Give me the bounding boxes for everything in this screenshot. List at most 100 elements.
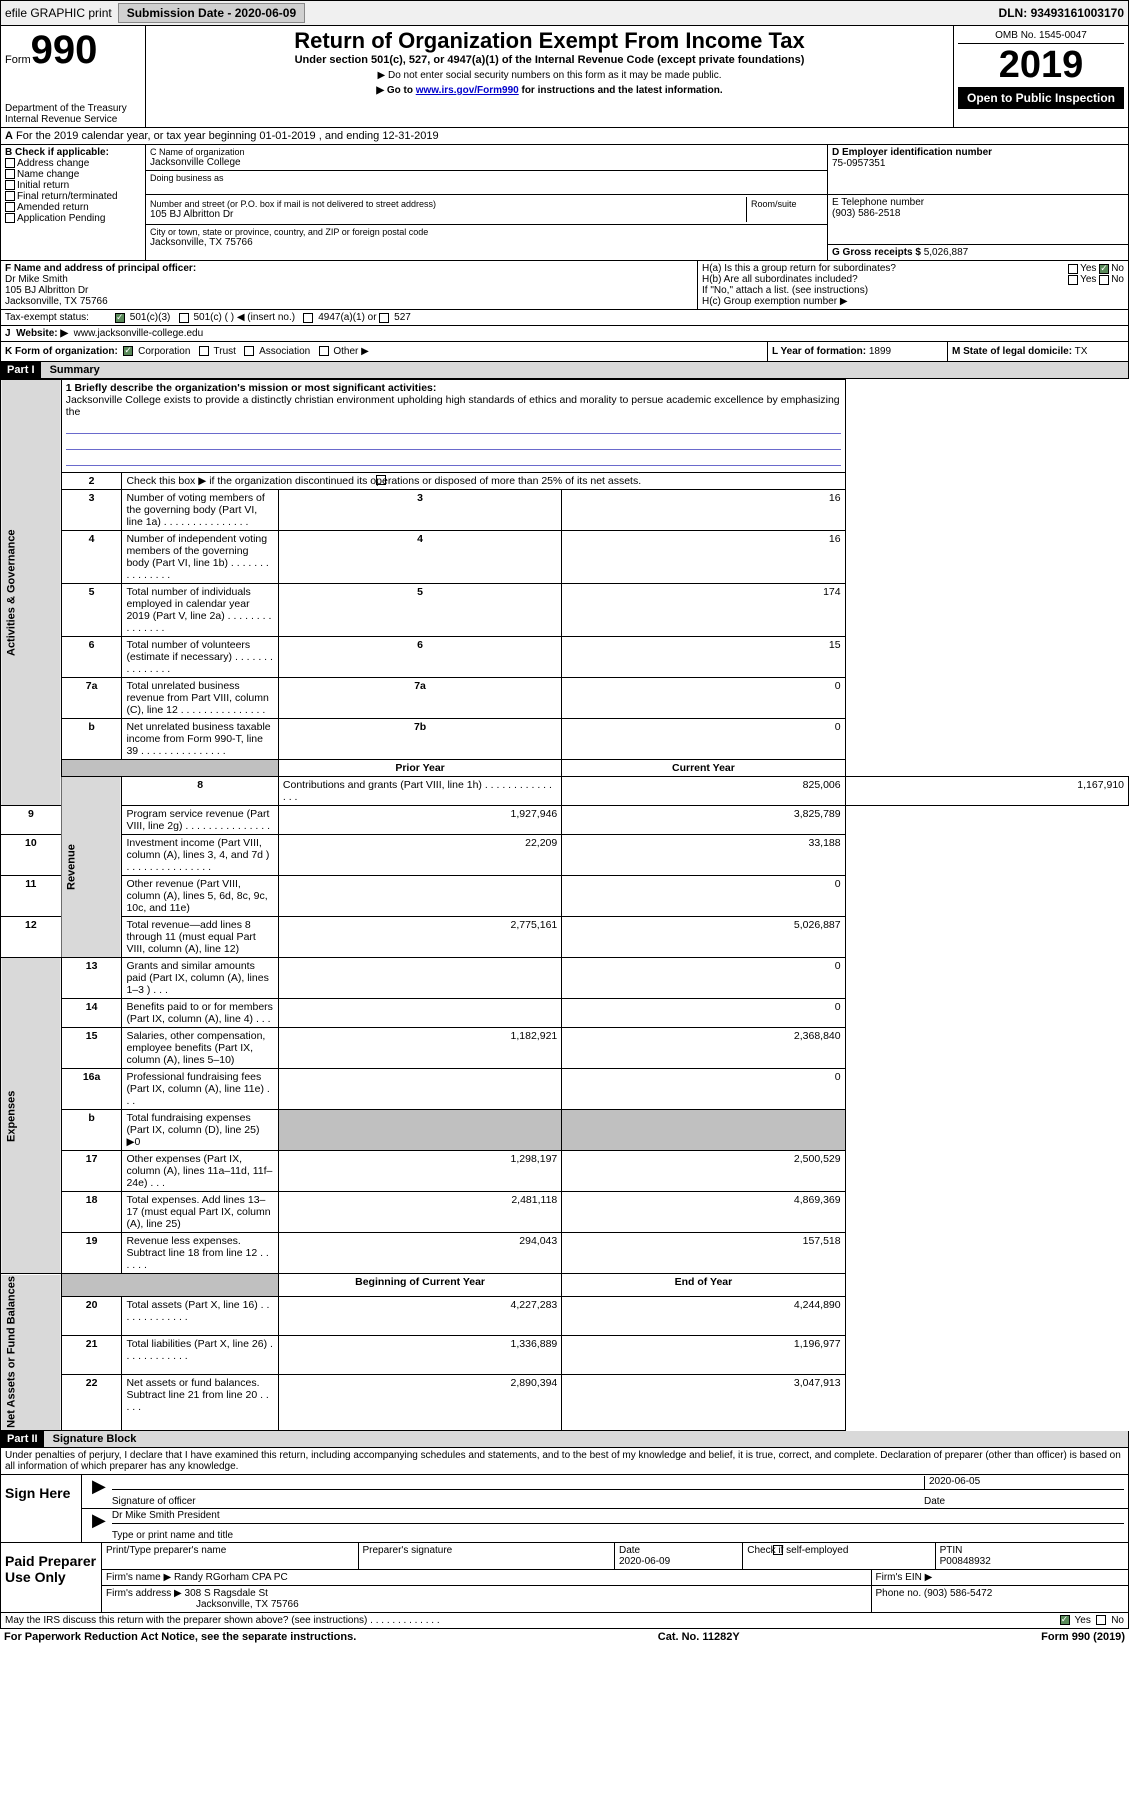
checkbox-association[interactable] <box>244 346 254 356</box>
efile-label: efile GRAPHIC print <box>5 6 112 20</box>
checkbox-discuss-no[interactable] <box>1096 1615 1106 1625</box>
part2-header: Part II <box>1 1431 44 1447</box>
checkbox-501c3[interactable] <box>115 313 125 323</box>
org-address: 105 BJ Albritton Dr <box>150 209 742 220</box>
checkbox-final-return[interactable] <box>5 191 15 201</box>
rev-row: 12Total revenue—add lines 8 through 11 (… <box>1 917 1129 958</box>
line-a: A For the 2019 calendar year, or tax yea… <box>0 128 1129 145</box>
checkbox-501c[interactable] <box>179 313 189 323</box>
checkbox-other[interactable] <box>319 346 329 356</box>
sign-here-label: Sign Here <box>1 1475 81 1542</box>
department: Department of the Treasury Internal Reve… <box>5 103 141 125</box>
form-note2: ▶ Go to www.irs.gov/Form990 for instruct… <box>150 85 949 96</box>
net-row: 22Net assets or fund balances. Subtract … <box>1 1375 1129 1430</box>
gov-row: 5Total number of individuals employed in… <box>1 584 1129 637</box>
line-l: L Year of formation: 1899 <box>768 342 948 361</box>
mission-blank-line <box>66 438 841 450</box>
side-revenue: Revenue <box>61 777 122 958</box>
exp-row: 18Total expenses. Add lines 13–17 (must … <box>1 1192 1129 1233</box>
ein: 75-0957351 <box>832 158 1124 169</box>
tax-status-row: Tax-exempt status: 501(c)(3) 501(c) ( ) … <box>0 310 1129 326</box>
box-c: C Name of organization Jacksonville Coll… <box>146 145 828 260</box>
checkbox-discontinued[interactable] <box>376 475 386 485</box>
part1-title: Summary <box>44 362 106 378</box>
firm-phone: (903) 586-5472 <box>924 1588 992 1599</box>
checkbox-hb-yes[interactable] <box>1068 275 1078 285</box>
side-netassets: Net Assets or Fund Balances <box>1 1274 62 1431</box>
gov-row: 4Number of independent voting members of… <box>1 531 1129 584</box>
checkbox-name-change[interactable] <box>5 169 15 179</box>
exp-row: 15Salaries, other compensation, employee… <box>1 1028 1129 1069</box>
entity-header: B Check if applicable: Address change Na… <box>0 145 1129 261</box>
checkbox-application-pending[interactable] <box>5 213 15 223</box>
ptin-value: P00848932 <box>940 1556 991 1567</box>
exp-row: 17Other expenses (Part IX, column (A), l… <box>1 1151 1129 1192</box>
box-b: B Check if applicable: Address change Na… <box>1 145 146 260</box>
mission-text: Jacksonville College exists to provide a… <box>66 394 840 418</box>
checkbox-hb-no[interactable] <box>1099 275 1109 285</box>
rev-row: 9Program service revenue (Part VIII, lin… <box>1 806 1129 835</box>
box-f: F Name and address of principal officer:… <box>1 261 698 309</box>
side-expenses: Expenses <box>1 958 62 1274</box>
checkbox-initial-return[interactable] <box>5 180 15 190</box>
gov-row: 3Number of voting members of the governi… <box>1 490 1129 531</box>
gross-receipts: 5,026,887 <box>924 247 969 258</box>
gov-row: 6Total number of volunteers (estimate if… <box>1 637 1129 678</box>
form-title: Return of Organization Exempt From Incom… <box>150 28 949 54</box>
website-url: www.jacksonville-college.edu <box>74 328 204 339</box>
gov-row: bNet unrelated business taxable income f… <box>1 719 1129 760</box>
rev-row: 11Other revenue (Part VIII, column (A), … <box>1 876 1129 917</box>
exp-row: 14Benefits paid to or for members (Part … <box>1 999 1129 1028</box>
submission-date-button[interactable]: Submission Date - 2020-06-09 <box>118 3 305 23</box>
form-header: Form990 Department of the Treasury Inter… <box>0 26 1129 128</box>
org-name: Jacksonville College <box>150 157 823 168</box>
phone: (903) 586-2518 <box>832 208 1124 219</box>
checkbox-ha-no[interactable] <box>1099 264 1109 274</box>
dln: DLN: 93493161003170 <box>999 6 1124 20</box>
rev-row: 10Investment income (Part VIII, column (… <box>1 835 1129 876</box>
net-row: 20Total assets (Part X, line 16) . . . .… <box>1 1296 1129 1335</box>
checkbox-4947a1[interactable] <box>303 313 313 323</box>
arrow-icon: ▶ <box>86 1476 112 1507</box>
paid-preparer-block: Paid Preparer Use Only Print/Type prepar… <box>0 1543 1129 1613</box>
inspection-label: Open to Public Inspection <box>958 87 1124 109</box>
discuss-row: May the IRS discuss this return with the… <box>0 1613 1129 1629</box>
form990-link[interactable]: www.irs.gov/Form990 <box>416 85 519 96</box>
part1-header: Part I <box>1 362 41 378</box>
top-bar: efile GRAPHIC print Submission Date - 20… <box>0 0 1129 26</box>
box-d-e-g: D Employer identification number 75-0957… <box>828 145 1128 260</box>
line-m: M State of legal domicile: TX <box>948 342 1128 361</box>
summary-table: Activities & Governance 1 Briefly descri… <box>0 379 1129 1431</box>
checkbox-address-change[interactable] <box>5 158 15 168</box>
checkbox-corporation[interactable] <box>123 346 133 356</box>
checkbox-527[interactable] <box>379 313 389 323</box>
omb-number: OMB No. 1545-0047 <box>958 28 1124 44</box>
exp-row: 16aProfessional fundraising fees (Part I… <box>1 1069 1129 1110</box>
org-city: Jacksonville, TX 75766 <box>150 237 823 248</box>
exp-row: bTotal fundraising expenses (Part IX, co… <box>1 1110 1129 1151</box>
checkbox-ha-yes[interactable] <box>1068 264 1078 274</box>
checkbox-discuss-yes[interactable] <box>1060 1615 1070 1625</box>
arrow-icon: ▶ <box>86 1510 112 1541</box>
footer: For Paperwork Reduction Act Notice, see … <box>0 1629 1129 1645</box>
sign-here-block: Sign Here ▶ 2020-06-05 Signature of offi… <box>0 1475 1129 1543</box>
mission-blank-line <box>66 454 841 466</box>
form-note1: ▶ Do not enter social security numbers o… <box>150 70 949 81</box>
line-k: K Form of organization: Corporation Trus… <box>1 342 768 361</box>
exp-row: 19Revenue less expenses. Subtract line 1… <box>1 1233 1129 1274</box>
part2-title: Signature Block <box>47 1431 143 1447</box>
website-row: J Website: ▶ www.jacksonville-college.ed… <box>0 326 1129 342</box>
box-h: H(a) Is this a group return for subordin… <box>698 261 1128 309</box>
net-row: 21Total liabilities (Part X, line 26) . … <box>1 1336 1129 1375</box>
checkbox-amended[interactable] <box>5 202 15 212</box>
form-subtitle: Under section 501(c), 527, or 4947(a)(1)… <box>150 54 949 66</box>
gov-row: 7aTotal unrelated business revenue from … <box>1 678 1129 719</box>
form-number: 990 <box>31 28 98 72</box>
firm-name: Randy RGorham CPA PC <box>174 1572 288 1583</box>
paid-preparer-label: Paid Preparer Use Only <box>1 1543 101 1612</box>
tax-year: 2019 <box>958 44 1124 87</box>
checkbox-self-employed[interactable] <box>773 1545 783 1555</box>
checkbox-trust[interactable] <box>199 346 209 356</box>
form-label: Form <box>5 54 31 66</box>
side-governance: Activities & Governance <box>1 380 62 806</box>
